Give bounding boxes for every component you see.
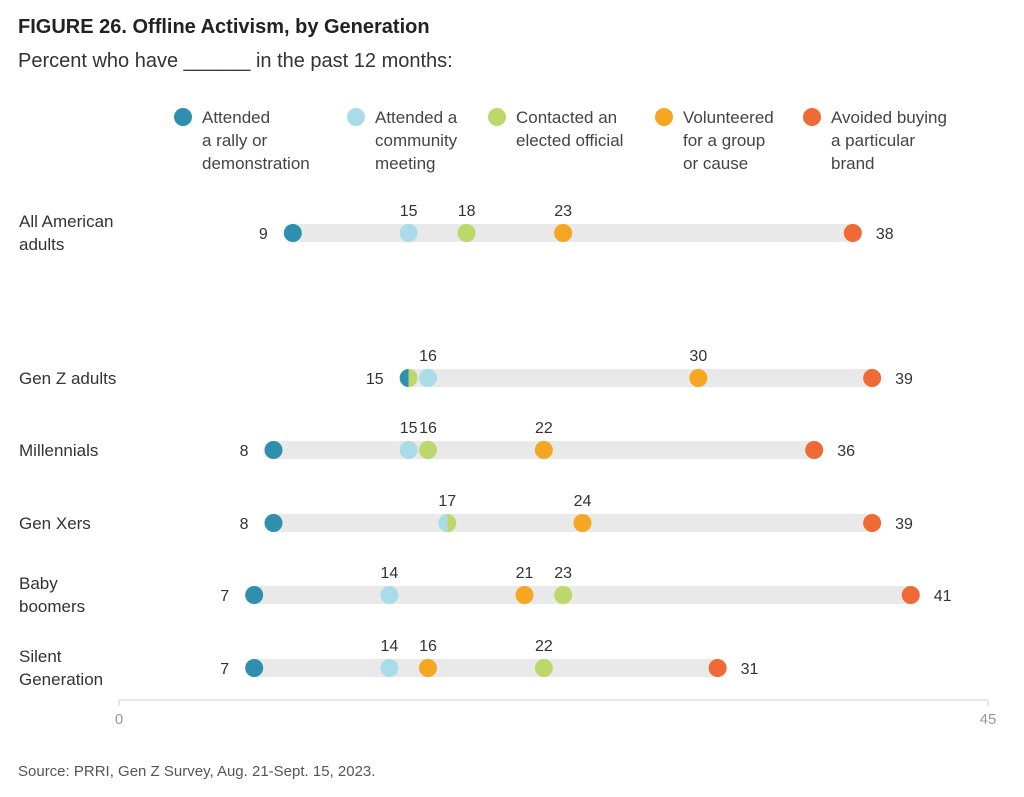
data-label-17: 39 bbox=[895, 516, 913, 533]
data-label-6: 16 bbox=[419, 348, 437, 365]
legend-swatch-boycott bbox=[803, 108, 821, 126]
data-label-19: 14 bbox=[380, 565, 398, 582]
data-label-0: 9 bbox=[259, 226, 268, 243]
data-label-9: 8 bbox=[240, 443, 249, 460]
data-label-5: 15 bbox=[366, 371, 384, 388]
dot-community-row-0 bbox=[399, 224, 418, 242]
data-label-2: 18 bbox=[458, 203, 476, 220]
data-label-22: 41 bbox=[934, 588, 952, 605]
legend-label-rally: Attended a rally or demonstration bbox=[202, 108, 310, 173]
dot-volunteer-row-5 bbox=[418, 659, 437, 677]
chart-title: FIGURE 26. Offline Activism, by Generati… bbox=[18, 16, 430, 38]
dot-community-row-2 bbox=[399, 441, 418, 459]
dot-boycott-row-3 bbox=[863, 514, 882, 532]
dot-volunteer-row-4 bbox=[515, 586, 534, 604]
source-note: Source: PRRI, Gen Z Survey, Aug. 21-Sept… bbox=[18, 763, 376, 780]
dot-rally-row-2 bbox=[264, 441, 283, 459]
legend-swatch-official bbox=[488, 108, 506, 126]
data-label-25: 16 bbox=[419, 638, 437, 655]
row-label-0: All American adults bbox=[19, 212, 113, 254]
legend-label-community: Attended a community meeting bbox=[375, 108, 458, 173]
data-label-12: 22 bbox=[535, 420, 553, 437]
data-label-8: 39 bbox=[895, 371, 913, 388]
dot-rally-row-4 bbox=[245, 586, 264, 604]
dot-boycott-row-4 bbox=[901, 586, 920, 604]
data-label-21: 23 bbox=[554, 565, 572, 582]
chart-subtitle: Percent who have ______ in the past 12 m… bbox=[18, 50, 453, 72]
dot-official-row-4 bbox=[554, 586, 573, 604]
dot-official-row-1 bbox=[408, 369, 418, 387]
data-label-1: 15 bbox=[400, 203, 418, 220]
dot-community-row-5 bbox=[380, 659, 399, 677]
dot-boycott-row-2 bbox=[805, 441, 824, 459]
dot-community-row-3 bbox=[438, 514, 448, 532]
data-label-18: 7 bbox=[220, 588, 229, 605]
dot-volunteer-row-3 bbox=[573, 514, 592, 532]
data-label-7: 30 bbox=[689, 348, 707, 365]
dot-official-row-5 bbox=[534, 659, 553, 677]
dot-official-row-3 bbox=[447, 514, 457, 532]
dot-boycott-row-0 bbox=[843, 224, 862, 242]
dot-rally-row-1 bbox=[399, 369, 409, 387]
dot-community-row-1 bbox=[418, 369, 437, 387]
data-label-20: 21 bbox=[516, 565, 534, 582]
data-label-23: 7 bbox=[220, 661, 229, 678]
row-label-1: Gen Z adults bbox=[19, 369, 116, 388]
legend-label-boycott: Avoided buying a particular brand bbox=[831, 108, 947, 173]
dot-official-row-2 bbox=[418, 441, 437, 459]
dot-rally-row-0 bbox=[283, 224, 302, 242]
dot-rally-row-5 bbox=[245, 659, 264, 677]
data-label-24: 14 bbox=[380, 638, 398, 655]
data-label-15: 17 bbox=[438, 493, 456, 510]
legend-swatch-rally bbox=[174, 108, 192, 126]
row-label-4: Baby boomers bbox=[19, 574, 85, 616]
dot-boycott-row-1 bbox=[863, 369, 882, 387]
legend-swatch-volunteer bbox=[655, 108, 673, 126]
legend-label-volunteer: Volunteered for a group or cause bbox=[683, 108, 774, 173]
data-label-11: 16 bbox=[419, 420, 437, 437]
data-label-26: 22 bbox=[535, 638, 553, 655]
dot-volunteer-row-1 bbox=[689, 369, 708, 387]
row-label-5: Silent Generation bbox=[19, 647, 103, 689]
data-label-10: 15 bbox=[400, 420, 418, 437]
x-axis-tick-label-min: 0 bbox=[115, 711, 123, 728]
data-label-14: 8 bbox=[240, 516, 249, 533]
data-label-13: 36 bbox=[837, 443, 855, 460]
data-label-16: 24 bbox=[574, 493, 592, 510]
dot-rally-row-3 bbox=[264, 514, 283, 532]
data-label-4: 38 bbox=[876, 226, 894, 243]
data-label-27: 31 bbox=[741, 661, 759, 678]
dot-community-row-4 bbox=[380, 586, 399, 604]
data-label-3: 23 bbox=[554, 203, 572, 220]
legend-swatch-community bbox=[347, 108, 365, 126]
dot-official-row-0 bbox=[457, 224, 476, 242]
legend-label-official: Contacted an elected official bbox=[516, 108, 624, 150]
row-label-2: Millennials bbox=[19, 441, 98, 460]
row-label-3: Gen Xers bbox=[19, 514, 91, 533]
dot-volunteer-row-0 bbox=[554, 224, 573, 242]
legend: Attended a rally or demonstration Attend… bbox=[174, 106, 994, 176]
dot-boycott-row-5 bbox=[708, 659, 727, 677]
x-axis-tick-label-max: 45 bbox=[980, 711, 997, 728]
dot-volunteer-row-2 bbox=[534, 441, 553, 459]
